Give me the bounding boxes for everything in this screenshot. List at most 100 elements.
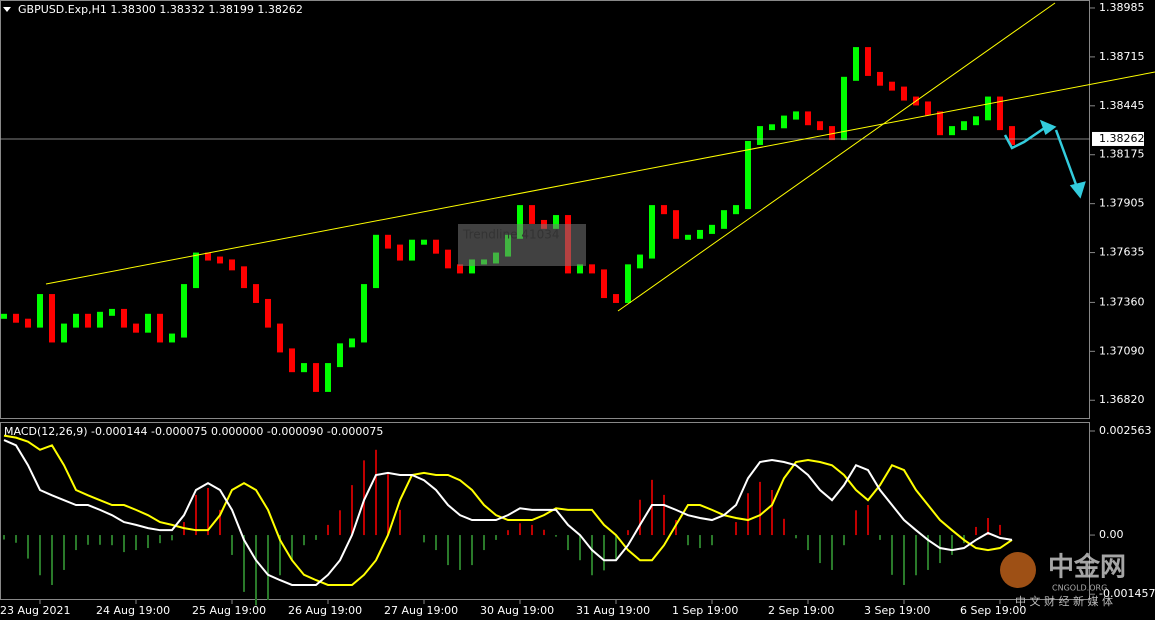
candle-body	[409, 239, 415, 261]
candle-body	[649, 205, 655, 259]
candle-body	[337, 343, 343, 368]
candle-body	[613, 294, 619, 303]
candle-body	[49, 294, 55, 343]
histogram-bar	[159, 535, 161, 544]
histogram-bar	[831, 535, 833, 570]
histogram-bar	[279, 535, 281, 576]
histogram-bar	[915, 535, 917, 576]
histogram-bar	[63, 535, 65, 570]
candle-body	[841, 76, 847, 141]
candle-body	[1009, 126, 1015, 145]
watermark-name: 中金网	[1048, 552, 1126, 583]
histogram-bar	[207, 487, 209, 536]
histogram-bar	[507, 530, 509, 536]
histogram-bar	[3, 535, 5, 540]
y-tick-label: 1.37090	[1099, 344, 1145, 357]
candle-body	[985, 96, 991, 121]
candle-body	[937, 111, 943, 136]
histogram-bar	[219, 509, 221, 536]
candle-body	[637, 254, 643, 269]
y-tick-label: 1.38715	[1099, 50, 1145, 63]
y-tick-label: 1.36820	[1099, 393, 1145, 406]
trendline[interactable]	[617, 2, 1056, 312]
candle-body	[73, 313, 79, 328]
candle-body	[181, 284, 187, 338]
histogram-bar	[351, 485, 353, 536]
histogram-bar	[495, 535, 497, 540]
histogram-bar	[231, 535, 233, 555]
tooltip-text: Trendline 41034	[462, 228, 560, 242]
histogram-bar	[519, 523, 521, 536]
trendline[interactable]	[45, 71, 1155, 285]
histogram-bar	[327, 524, 329, 536]
candle-body	[373, 234, 379, 289]
histogram-bar	[123, 535, 125, 553]
candle-body	[661, 205, 667, 215]
candle-body	[109, 308, 115, 316]
candle-body	[13, 313, 19, 323]
histogram-bar	[291, 535, 293, 560]
y-tick-label: 0.002563	[1099, 424, 1152, 437]
arrows	[1003, 119, 1086, 199]
current-price-label: 1.38262	[1099, 132, 1145, 145]
histogram-bar	[543, 529, 545, 536]
arrow-head	[1069, 181, 1086, 199]
histogram-bar	[303, 535, 305, 546]
candle-body	[709, 224, 715, 234]
histogram-bar	[195, 494, 197, 536]
histogram-bar	[759, 481, 761, 536]
candle-body	[697, 229, 703, 239]
histogram-bar	[771, 489, 773, 536]
candle-body	[265, 298, 271, 328]
candle-body	[85, 313, 91, 328]
candle-body	[733, 205, 739, 215]
histogram-bar	[843, 535, 845, 546]
candle-body	[793, 111, 799, 120]
histogram-bar	[987, 518, 989, 536]
histogram-bar	[951, 535, 953, 555]
histogram-bar	[147, 535, 149, 549]
watermark-site: CNGOLD.ORG	[1052, 584, 1107, 593]
candle-body	[229, 259, 235, 271]
arrow-head	[1039, 119, 1057, 136]
tooltip	[458, 224, 586, 266]
macd-line	[3, 439, 1013, 586]
x-tick-label: 1 Sep 19:00	[672, 604, 738, 617]
histogram-bar	[399, 509, 401, 536]
menu-triangle[interactable]	[3, 7, 11, 12]
candle-body	[577, 264, 583, 274]
histogram-bar	[711, 535, 713, 546]
x-tick-label: 3 Sep 19:00	[864, 604, 930, 617]
candle-body	[529, 205, 535, 224]
candle-body	[997, 96, 1003, 131]
candle-body	[205, 252, 211, 261]
histogram-bar	[447, 535, 449, 566]
histogram-bar	[795, 535, 797, 539]
candle-body	[25, 318, 31, 328]
histogram-bar	[483, 535, 485, 551]
x-tick-label: 2 Sep 19:00	[768, 604, 834, 617]
histogram-bar	[135, 535, 137, 551]
x-tick-label: 27 Aug 19:00	[384, 604, 458, 617]
candle-body	[829, 126, 835, 141]
candle-body	[973, 116, 979, 126]
histogram-bar	[591, 535, 593, 576]
candle-body	[1, 313, 7, 319]
current-price-box	[1092, 131, 1144, 146]
histogram-bar	[603, 535, 605, 571]
histogram-bar	[999, 524, 1001, 536]
candle-body	[97, 311, 103, 328]
y-tick-label: 1.37360	[1099, 295, 1145, 308]
histogram-bar	[891, 535, 893, 575]
x-tick-label: 30 Aug 19:00	[480, 604, 554, 617]
histogram-bar	[111, 535, 113, 546]
candle-body	[349, 338, 355, 348]
candle-body	[673, 210, 679, 239]
x-tick-label: 6 Sep 19:00	[960, 604, 1026, 617]
histogram-bar	[75, 535, 77, 551]
histogram-bar	[387, 472, 389, 536]
candle-body	[301, 363, 307, 373]
candle-body	[517, 205, 523, 239]
